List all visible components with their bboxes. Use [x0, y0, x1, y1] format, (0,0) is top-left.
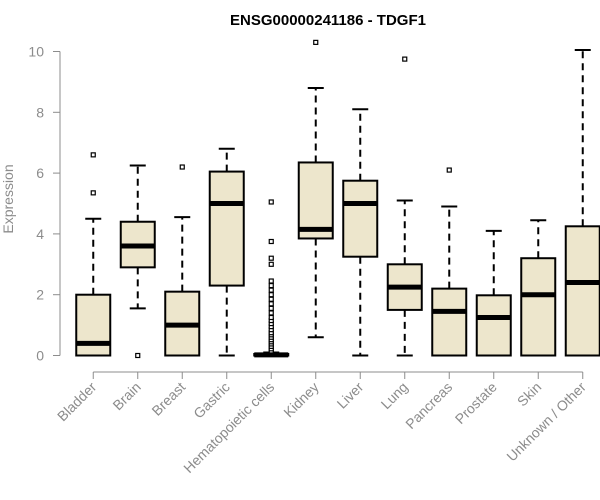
outlier-point — [90, 152, 96, 158]
x-tick-label: Lung — [378, 379, 411, 412]
y-tick-label: 2 — [36, 287, 44, 303]
outlier-point — [446, 167, 452, 173]
box-prostate — [475, 229, 512, 357]
outlier-point — [268, 296, 274, 302]
outlier-point — [268, 314, 274, 321]
box-iqr — [520, 257, 557, 357]
y-tick-label: 10 — [28, 44, 44, 60]
box-iqr — [564, 225, 600, 357]
x-tick-label: Kidney — [280, 379, 322, 421]
outlier-point — [268, 282, 274, 289]
box-lung — [386, 56, 423, 357]
box-iqr — [431, 287, 468, 357]
box-iqr — [297, 161, 334, 240]
y-tick-label: 4 — [36, 226, 44, 242]
outlier-point — [402, 56, 408, 62]
outlier-point — [268, 255, 274, 261]
y-tick-label: 6 — [36, 165, 44, 181]
boxes-group — [75, 39, 600, 359]
x-tick-label: Unknown / Other — [503, 379, 589, 465]
outlier-point — [268, 292, 274, 298]
x-tick-label: Prostate — [452, 379, 500, 427]
box-brain — [119, 164, 156, 359]
outlier-point — [268, 278, 274, 284]
box-gastric — [208, 147, 245, 357]
box-iqr — [475, 294, 512, 357]
box-pancreas — [431, 167, 468, 357]
x-tick-label: Brain — [109, 379, 143, 413]
x-tick-label: Breast — [148, 379, 188, 419]
outlier-point — [90, 190, 96, 196]
box-breast — [164, 164, 201, 357]
x-tick-label: Liver — [334, 379, 367, 412]
box-bladder — [75, 152, 112, 357]
x-tick-label: Gastric — [190, 379, 233, 422]
y-axis-label: Expression — [0, 164, 16, 233]
outlier-point — [268, 199, 274, 205]
box-skin — [520, 219, 557, 357]
y-axis: 0 2 4 6 8 10 — [28, 44, 61, 364]
outlier-point — [179, 164, 185, 170]
x-tick-label: Bladder — [54, 379, 100, 425]
outlier-point — [268, 310, 274, 316]
outlier-point — [268, 261, 274, 267]
box-unknown-other — [564, 48, 600, 357]
x-tick-label: Pancreas — [402, 379, 455, 432]
outlier-point — [268, 305, 274, 311]
box-iqr — [75, 293, 112, 357]
x-tick-label: Skin — [514, 379, 545, 410]
outlier-point — [313, 39, 319, 45]
chart-title: ENSG00000241186 - TDGF1 — [230, 12, 426, 29]
box-hematopoietic-cells — [253, 199, 290, 358]
outlier-point — [268, 238, 274, 245]
outlier-point — [135, 352, 141, 359]
box-liver — [342, 108, 379, 357]
outlier-point — [268, 287, 274, 293]
box-iqr — [342, 179, 379, 258]
box-iqr — [208, 170, 245, 287]
y-tick-label: 0 — [36, 348, 44, 364]
y-tick-label: 8 — [36, 104, 44, 120]
box-kidney — [297, 39, 334, 339]
outlier-point — [268, 301, 274, 307]
